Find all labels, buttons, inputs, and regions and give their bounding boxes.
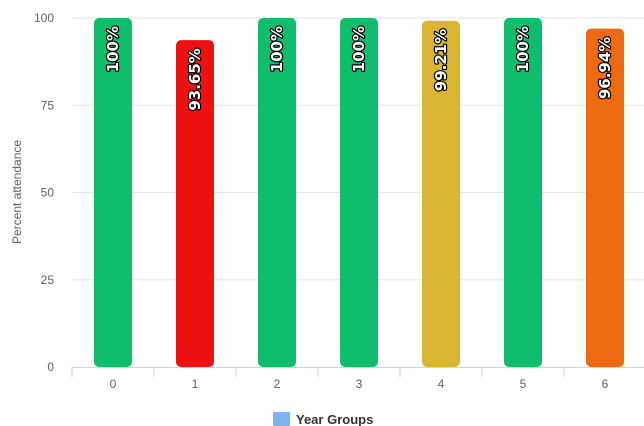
data-label: 100%	[104, 26, 122, 72]
data-label: 100%	[268, 26, 286, 72]
bar-6[interactable]	[586, 28, 624, 367]
legend-label: Year Groups	[296, 412, 373, 426]
x-tick-label: 6	[602, 377, 609, 391]
y-tick-label: 50	[41, 186, 55, 200]
data-label: 96.94%	[596, 37, 614, 99]
legend[interactable]: Year Groups	[273, 412, 373, 426]
data-label: 100%	[350, 26, 368, 72]
x-tick-label: 4	[438, 377, 445, 391]
x-tick-label: 3	[356, 377, 363, 391]
y-tick-label: 100	[34, 11, 54, 25]
x-tick-label: 5	[520, 377, 527, 391]
y-tick-label: 75	[41, 98, 55, 112]
legend-swatch	[273, 412, 290, 426]
axis-layer: 0 25 50 75 100 0 1 2 3 4 5 6	[34, 11, 644, 391]
y-tick-label: 25	[41, 273, 55, 287]
data-labels-layer: 100% 93.65% 100% 100% 99.21% 100% 96.94%	[103, 25, 615, 112]
bar-2[interactable]	[258, 18, 296, 367]
x-tick-label: 1	[192, 377, 199, 391]
bars-layer	[94, 18, 624, 367]
x-tick-label: 2	[274, 377, 281, 391]
bar-3[interactable]	[340, 18, 378, 367]
bar-5[interactable]	[504, 18, 542, 367]
data-label: 100%	[514, 26, 532, 72]
bar-0[interactable]	[94, 18, 132, 367]
y-axis-title: Percent attendance	[10, 140, 24, 244]
data-label: 93.65%	[186, 48, 204, 110]
bar-4[interactable]	[422, 20, 460, 367]
x-tick-label: 0	[110, 377, 117, 391]
data-label: 99.21%	[432, 29, 450, 91]
y-tick-label: 0	[47, 360, 54, 374]
bar-1[interactable]	[176, 40, 214, 367]
